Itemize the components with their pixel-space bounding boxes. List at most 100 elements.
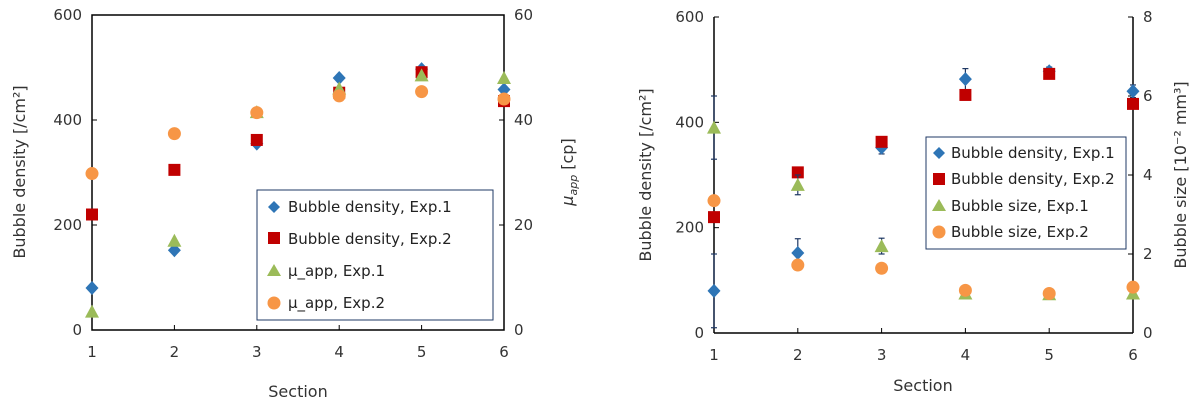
data-point-square — [708, 211, 720, 224]
legend-entry-4: Bubble size, Exp.2 — [932, 223, 1089, 241]
data-marks — [85, 62, 511, 318]
legend-marker-triangle — [267, 264, 281, 276]
data-point-square — [959, 88, 972, 101]
y2-tick-label: 0 — [1143, 324, 1153, 342]
x-tick-label: 2 — [793, 346, 803, 364]
data-point-square — [1127, 97, 1139, 110]
legend-label: Bubble size, Exp.1 — [951, 197, 1089, 215]
data-point-circle — [497, 92, 511, 106]
data-point-diamond — [791, 245, 805, 260]
legend-box — [925, 136, 1127, 250]
legend-label: Bubble density, Exp.1 — [951, 144, 1115, 162]
left-y-ticks: 0 200 400 600 — [53, 6, 97, 339]
legend-label: Bubble density, Exp.2 — [288, 230, 452, 248]
x-tick-label: 2 — [170, 343, 180, 361]
data-point-diamond — [85, 281, 99, 295]
legend-marker-circle — [267, 296, 281, 310]
data-point-triangle — [85, 304, 99, 318]
data-point-circle — [85, 167, 99, 181]
x-tick-label: 1 — [709, 346, 719, 364]
data-point-circle — [250, 106, 264, 120]
data-point-circle — [1126, 280, 1140, 294]
legend-box — [256, 189, 494, 321]
legend-marker-triangle — [932, 199, 946, 211]
legend-label: Bubble density, Exp.2 — [951, 170, 1115, 188]
y2-axis-title: Bubble size [10⁻² mm³] — [1171, 81, 1190, 268]
data-point-triangle — [497, 71, 511, 84]
y-tick-label: 400 — [675, 113, 704, 131]
legend-label: Bubble size, Exp.2 — [951, 223, 1089, 241]
y2-tick-label: 0 — [514, 321, 524, 339]
y2-tick-label: 8 — [1143, 8, 1153, 26]
y-tick-label: 200 — [53, 216, 82, 234]
data-point-square — [86, 208, 98, 221]
data-point-circle — [332, 89, 346, 103]
y-tick-label: 600 — [675, 8, 704, 26]
legend-marker-circle — [932, 225, 946, 239]
y-tick-label: 200 — [675, 219, 704, 237]
data-point-diamond — [1126, 84, 1140, 99]
legend-label: μ_app, Exp.2 — [288, 294, 385, 313]
data-point-circle — [1042, 287, 1056, 300]
y-axis-title: Bubble density [/cm²] — [10, 85, 29, 258]
legend-label: μ_app, Exp.1 — [288, 262, 385, 281]
legend-entry-4: μ_app, Exp.2 — [267, 294, 385, 313]
y2-axis-title: μapp [cp] — [558, 138, 580, 206]
y-tick-label: 0 — [72, 321, 82, 339]
chart-right: 0 200 400 600 0 2 4 6 8 1 2 3 4 5 6 Bubble density [… — [636, 8, 1190, 395]
legend-marker-diamond — [933, 147, 945, 159]
x-tick-label: 5 — [1044, 346, 1054, 364]
y-tick-label: 600 — [53, 6, 82, 24]
data-point-square — [250, 133, 263, 146]
y2-tick-label: 4 — [1143, 166, 1153, 184]
data-point-triangle — [707, 120, 721, 134]
y2-tick-label: 2 — [1143, 245, 1153, 263]
data-point-triangle — [874, 239, 889, 253]
y-axis-title: Bubble density [/cm²] — [636, 88, 655, 261]
legend-label: Bubble density, Exp.1 — [288, 198, 452, 216]
legend: Bubble density, Exp.1 Bubble density, Ex… — [925, 136, 1127, 250]
data-point-triangle — [167, 233, 182, 247]
y-tick-label: 0 — [694, 324, 704, 342]
y-tick-label: 400 — [53, 111, 82, 129]
data-point-triangle — [414, 68, 429, 82]
legend-entry-1: Bubble density, Exp.1 — [933, 144, 1115, 162]
data-point-diamond — [332, 71, 346, 85]
x-tick-label: 3 — [252, 343, 262, 361]
legend: Bubble density, Exp.1 Bubble density, Ex… — [256, 189, 494, 321]
data-point-diamond — [497, 82, 511, 97]
x-tick-label: 4 — [334, 343, 344, 361]
data-point-triangle — [790, 177, 805, 191]
x-tick-label: 4 — [961, 346, 971, 364]
x-tick-label: 3 — [877, 346, 887, 364]
data-point-circle — [875, 261, 889, 275]
legend-entry-2: Bubble density, Exp.2 — [268, 230, 452, 248]
legend-entry-2: Bubble density, Exp.2 — [933, 170, 1115, 188]
x-ticks: 1 2 3 4 5 6 — [709, 328, 1138, 364]
legend-entry-3: μ_app, Exp.1 — [267, 262, 385, 281]
legend-entry-3: Bubble size, Exp.1 — [932, 197, 1089, 215]
x-tick-label: 6 — [1128, 346, 1138, 364]
data-point-circle — [958, 283, 972, 297]
chart-left: 0 200 400 600 0 20 40 60 1 2 3 4 5 6 Bubble density… — [10, 6, 580, 401]
left-y-ticks: 0 200 400 600 — [675, 8, 719, 342]
data-point-circle — [167, 127, 181, 141]
x-tick-label: 6 — [499, 343, 509, 361]
x-tick-label: 5 — [417, 343, 427, 361]
x-tick-label: 1 — [87, 343, 97, 361]
data-point-circle — [415, 85, 429, 99]
x-axis-title: Section — [268, 382, 327, 401]
data-point-diamond — [958, 72, 972, 87]
data-marks — [707, 64, 1140, 329]
y2-tick-label: 40 — [514, 111, 533, 129]
legend-marker-diamond — [268, 201, 280, 213]
y2-tick-label: 6 — [1143, 87, 1153, 105]
legend-entry-1: Bubble density, Exp.1 — [268, 198, 452, 216]
right-y-ticks: 0 20 40 60 — [499, 6, 533, 339]
data-point-circle — [707, 194, 721, 208]
y2-tick-label: 60 — [514, 6, 533, 24]
legend-marker-square — [933, 173, 945, 185]
data-point-square — [168, 163, 181, 176]
data-point-square — [1043, 67, 1056, 80]
